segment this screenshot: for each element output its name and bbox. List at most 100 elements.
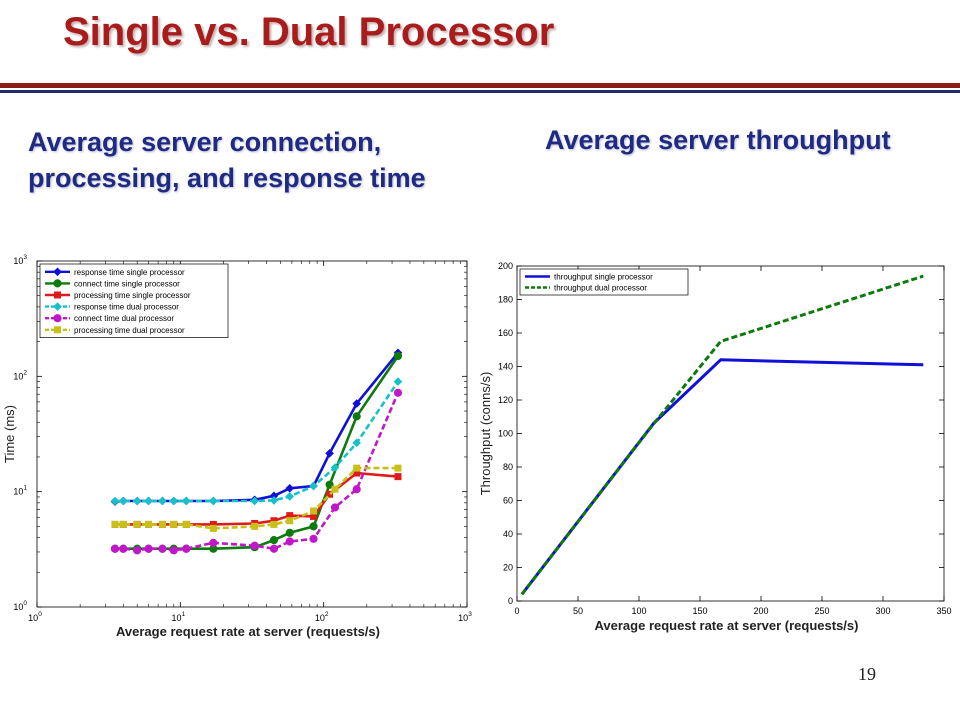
data-point-5-1: [119, 520, 127, 528]
series-5: [111, 464, 402, 532]
series-0: [520, 358, 924, 596]
data-point-2-12: [326, 490, 334, 498]
data-point-0-13: [352, 399, 362, 408]
data-point-3-14: [393, 377, 403, 386]
data-point-1-13: [352, 412, 361, 421]
x-axis-label: Average request rate at server (requests…: [116, 624, 380, 639]
legend-label-1: connect time single processor: [74, 279, 180, 288]
y-tick-label: 40: [503, 529, 513, 539]
data-point-3-1: [118, 496, 128, 506]
data-point-3-4: [158, 496, 167, 506]
y-tick-label: 20: [503, 563, 513, 573]
legend-box: [39, 263, 229, 338]
data-point-1-9: [269, 536, 279, 545]
data-point-0-12: [325, 449, 334, 458]
data-point-3-8: [250, 496, 259, 506]
x-tick-label: 101: [172, 611, 186, 623]
plot-area: [516, 265, 945, 602]
data-point-4-8: [250, 541, 259, 550]
series-line-1: [520, 274, 924, 596]
data-point-3-0: [110, 496, 120, 506]
data-point-3-6: [181, 496, 191, 506]
y-tick-label: 80: [503, 462, 513, 472]
series-line-0: [520, 358, 924, 596]
y-tick-label-exponent: 2: [23, 369, 27, 376]
data-point-5-4: [158, 520, 166, 528]
legend: throughput single processor throughput du…: [519, 268, 689, 296]
left-caption-line-2: processing, and response time: [28, 163, 426, 193]
series-4: [110, 388, 403, 555]
left-chart-caption: Average server connection, processing, a…: [28, 124, 426, 196]
data-point-5-11: [310, 507, 318, 515]
data-point-4-7: [209, 538, 218, 547]
data-point-1-11: [309, 522, 318, 531]
data-point-4-13: [352, 485, 361, 494]
data-point-3-11: [309, 481, 318, 491]
data-point-3-10: [285, 492, 295, 501]
data-point-5-0: [111, 520, 119, 528]
data-point-4-1: [119, 544, 128, 553]
x-tick-label: 0: [514, 606, 519, 616]
x-tick-label-exponent: 3: [468, 611, 472, 618]
data-point-4-14: [393, 388, 403, 397]
series-line-5: [115, 466, 398, 530]
legend-label-5: processing time dual processor: [74, 326, 185, 335]
data-point-5-9: [270, 520, 278, 528]
y-tick-label: 60: [503, 496, 513, 506]
data-point-5-10: [286, 517, 294, 525]
y-tick-label: 100: [498, 429, 513, 439]
y-axis-label: Time (ms): [2, 405, 17, 463]
y-tick-label: 140: [498, 362, 513, 372]
data-point-4-2: [133, 546, 142, 555]
legend-marker-5: [54, 326, 61, 334]
x-tick-label-base: 10: [315, 613, 325, 623]
legend-label-1: throughput dual processor: [554, 284, 647, 293]
page-number: 19: [858, 664, 876, 684]
x-tick-label: 250: [814, 606, 829, 616]
data-point-3-13: [352, 438, 362, 448]
x-tick-label: 200: [753, 606, 768, 616]
legend-marker-0: [53, 267, 62, 277]
data-point-4-10: [285, 537, 294, 546]
y-tick-label: 102: [13, 369, 27, 381]
legend-label-0: throughput single processor: [554, 273, 653, 282]
series-1: [520, 274, 924, 596]
legend-box: [519, 268, 689, 296]
data-point-3-12: [330, 463, 340, 472]
data-point-4-12: [330, 503, 340, 512]
data-point-3-3: [144, 496, 153, 506]
data-point-5-5: [170, 520, 178, 528]
data-point-3-9: [269, 496, 279, 505]
left-caption-line-1: Average server connection,: [28, 127, 382, 157]
y-tick-label: 120: [498, 395, 513, 405]
data-point-4-9: [269, 544, 279, 553]
throughput-chart: 0 50 100 150 200 250 300 350 0 20 40 60 80 100 120 140 1…: [478, 261, 952, 633]
x-tick-label: 103: [458, 611, 472, 623]
y-tick-label-base: 10: [13, 602, 23, 612]
legend-marker-2: [54, 291, 61, 299]
y-tick-label-exponent: 1: [23, 485, 27, 492]
data-point-1-10: [285, 528, 294, 537]
y-tick-label: 103: [13, 254, 27, 266]
x-tick-label: 300: [875, 606, 890, 616]
y-tick-label: 101: [13, 485, 27, 497]
y-tick-label-exponent: 0: [23, 600, 27, 607]
y-axis-label: Throughput (conns/s): [478, 372, 493, 496]
data-point-5-3: [145, 520, 153, 528]
data-point-4-11: [309, 534, 318, 543]
data-point-4-5: [169, 546, 178, 555]
right-chart-caption: Average server throughput: [545, 125, 891, 155]
legend-label-2: processing time single processor: [74, 291, 191, 300]
title-rule-blue: [0, 90, 960, 93]
legend: response time single processor connect ti…: [39, 263, 229, 338]
x-tick-label: 150: [692, 606, 707, 616]
data-point-5-14: [394, 464, 402, 472]
y-tick-label: 200: [498, 261, 513, 271]
y-tick-label: 0: [508, 596, 513, 606]
x-tick-label-exponent: 2: [325, 611, 329, 618]
data-point-2-14: [394, 473, 402, 481]
series-line-3: [115, 380, 400, 503]
data-point-5-2: [133, 520, 141, 528]
data-point-1-12: [325, 480, 334, 489]
legend-label-3: response time dual processor: [74, 303, 179, 312]
